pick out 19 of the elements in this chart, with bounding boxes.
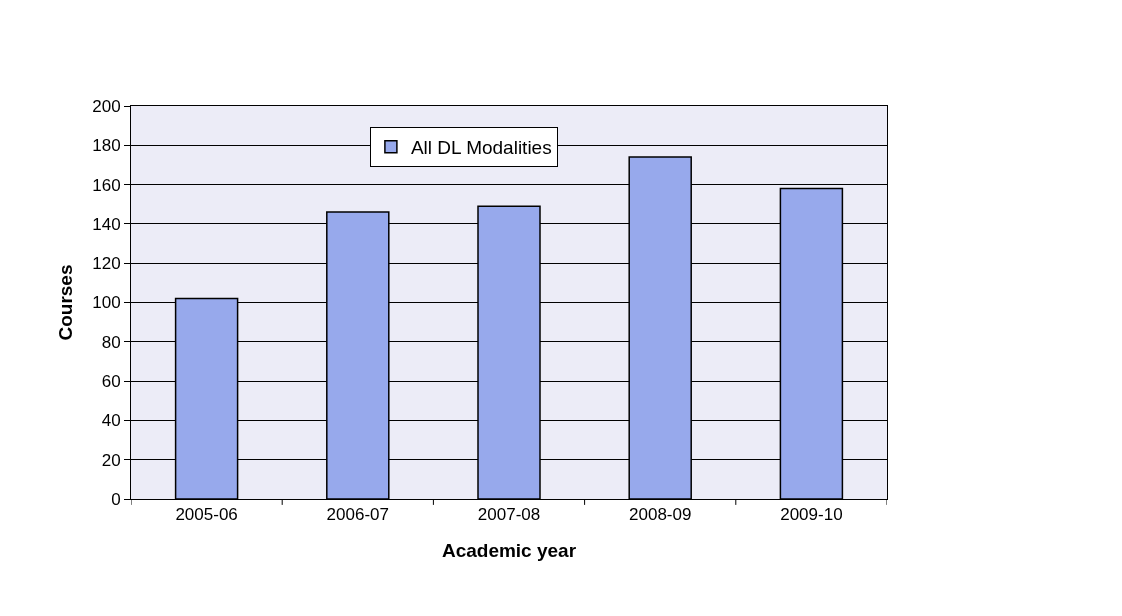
y-tick-label: 80	[101, 332, 121, 352]
y-tick-label: 120	[92, 254, 121, 274]
y-tick-label: 160	[92, 175, 121, 195]
y-tick-label: 180	[92, 136, 121, 156]
y-tick-label: 0	[111, 489, 121, 509]
y-tick-label: 60	[101, 372, 121, 392]
legend-label: All DL Modalities	[410, 137, 552, 159]
x-tick-label: 2009-10	[780, 505, 843, 525]
y-tick-label: 40	[101, 411, 121, 431]
x-tick-label: 2005-06	[175, 505, 238, 525]
y-tick-label: 20	[101, 450, 121, 470]
x-tick-label: 2007-08	[477, 505, 541, 525]
x-tick-label: 2006-07	[326, 505, 389, 525]
y-tick-label: 100	[92, 293, 121, 313]
y-axis-title: Courses	[55, 264, 77, 341]
y-tick-label: 200	[92, 96, 121, 116]
x-axis-title: Academic year	[441, 540, 577, 562]
y-tick-label: 140	[92, 214, 121, 234]
x-tick-label: 2008-09	[629, 505, 692, 525]
